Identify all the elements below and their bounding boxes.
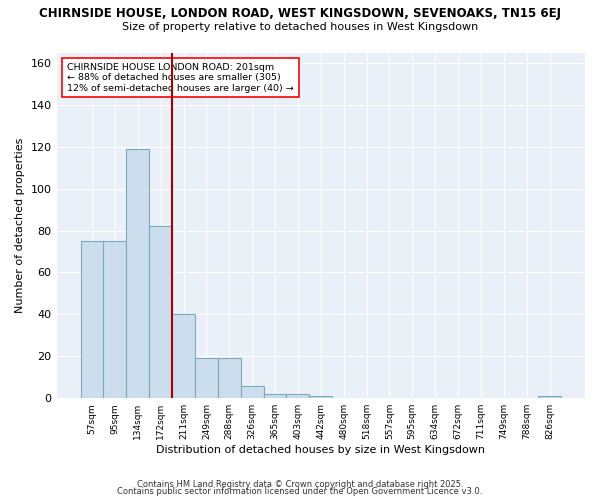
Text: Contains public sector information licensed under the Open Government Licence v3: Contains public sector information licen… bbox=[118, 488, 482, 496]
Text: CHIRNSIDE HOUSE LONDON ROAD: 201sqm
← 88% of detached houses are smaller (305)
1: CHIRNSIDE HOUSE LONDON ROAD: 201sqm ← 88… bbox=[67, 63, 294, 92]
Bar bbox=[195, 358, 218, 398]
Bar bbox=[538, 396, 561, 398]
Bar bbox=[80, 241, 103, 398]
Bar bbox=[172, 314, 195, 398]
Text: CHIRNSIDE HOUSE, LONDON ROAD, WEST KINGSDOWN, SEVENOAKS, TN15 6EJ: CHIRNSIDE HOUSE, LONDON ROAD, WEST KINGS… bbox=[39, 8, 561, 20]
Bar bbox=[218, 358, 241, 398]
X-axis label: Distribution of detached houses by size in West Kingsdown: Distribution of detached houses by size … bbox=[156, 445, 485, 455]
Bar bbox=[127, 149, 149, 398]
Bar bbox=[263, 394, 286, 398]
Text: Size of property relative to detached houses in West Kingsdown: Size of property relative to detached ho… bbox=[122, 22, 478, 32]
Bar bbox=[310, 396, 332, 398]
Bar bbox=[286, 394, 310, 398]
Bar bbox=[103, 241, 127, 398]
Text: Contains HM Land Registry data © Crown copyright and database right 2025.: Contains HM Land Registry data © Crown c… bbox=[137, 480, 463, 489]
Bar bbox=[241, 386, 263, 398]
Bar bbox=[149, 226, 172, 398]
Y-axis label: Number of detached properties: Number of detached properties bbox=[15, 138, 25, 313]
